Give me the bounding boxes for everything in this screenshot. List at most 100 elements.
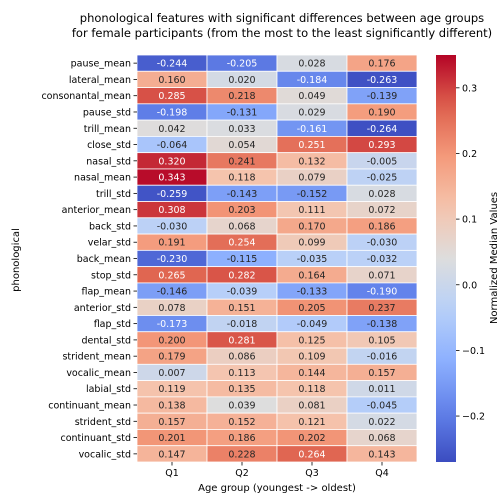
row-label: trill_std <box>96 189 131 200</box>
cell-value-label: -0.016 <box>367 352 398 363</box>
cell-value-label: 0.241 <box>228 156 255 167</box>
column-label: Q4 <box>375 468 389 479</box>
cell-value-label: 0.072 <box>368 205 395 216</box>
cell-value-label: 0.176 <box>368 59 395 70</box>
row-label: continuant_std <box>61 433 132 444</box>
row-label: nasal_mean <box>74 173 131 184</box>
cell-value-label: -0.173 <box>157 319 188 330</box>
cell-value-label: -0.143 <box>227 189 258 200</box>
cell-value-label: -0.133 <box>297 287 328 298</box>
row-label: anterior_std <box>74 303 131 314</box>
cell-value-label: 0.138 <box>158 401 185 412</box>
cell-value-label: 0.068 <box>228 221 255 232</box>
row-label: strident_mean <box>62 352 131 363</box>
cell-value-label: 0.125 <box>298 335 325 346</box>
column-labels: Q1 Q2 Q3 Q4 <box>165 462 389 479</box>
row-label: pause_mean <box>71 59 131 70</box>
colorbar-tick-label: −0.1 <box>462 346 485 357</box>
cell-value-label: 0.343 <box>158 173 185 184</box>
row-label: lateral_mean <box>69 75 131 86</box>
cell-value-label: 0.205 <box>298 303 325 314</box>
cell-value-label: 0.144 <box>298 368 325 379</box>
y-axis-label: phonological <box>11 228 22 292</box>
row-label: strident_std <box>75 417 131 428</box>
cell-value-label: -0.146 <box>157 287 188 298</box>
cell-value-label: -0.244 <box>157 59 188 70</box>
cell-value-label: 0.143 <box>368 449 395 460</box>
cell-value-label: -0.018 <box>227 319 258 330</box>
cell-value-label: 0.081 <box>298 401 325 412</box>
column-label: Q2 <box>235 468 249 479</box>
cell-value-label: 0.203 <box>228 205 255 216</box>
colorbar-tick-label: 0.1 <box>462 215 477 226</box>
cell-value-label: 0.054 <box>228 140 255 151</box>
cell-value-label: 0.079 <box>298 173 325 184</box>
cell-value-label: 0.086 <box>228 352 255 363</box>
cell-value-label: 0.111 <box>298 205 325 216</box>
colorbar-ticks: 0.3 0.2 0.1 0.0 −0.1 −0.2 <box>456 83 485 423</box>
cell-value-label: 0.190 <box>368 107 395 118</box>
cell-value-label: -0.138 <box>367 319 398 330</box>
row-label: nasal_std <box>86 156 131 167</box>
cell-value-label: -0.045 <box>367 401 398 412</box>
cell-value-label: -0.152 <box>297 189 328 200</box>
cell-value-label: 0.132 <box>298 156 325 167</box>
cell-value-label: 0.202 <box>298 433 325 444</box>
cell-value-label: 0.049 <box>298 91 325 102</box>
cell-value-label: -0.190 <box>367 287 398 298</box>
cell-value-label: 0.033 <box>228 124 255 135</box>
cell-value-label: -0.039 <box>227 287 258 298</box>
cell-value-label: -0.264 <box>367 124 398 135</box>
cell-value-label: 0.201 <box>158 433 185 444</box>
cell-value-label: -0.030 <box>157 221 188 232</box>
row-label: pause_std <box>83 107 131 118</box>
row-labels: pause_mean lateral_mean consonantal_meanpa… <box>41 59 137 460</box>
cell-value-label: -0.184 <box>297 75 328 86</box>
cell-value-label: 0.135 <box>228 384 255 395</box>
row-label: close_std <box>87 140 131 151</box>
cell-value-label: 0.109 <box>298 352 325 363</box>
cell-value-label: 0.118 <box>228 173 255 184</box>
cell-value-label: 0.164 <box>298 270 325 281</box>
row-label: flap_mean <box>81 287 131 298</box>
cell-value-label: 0.099 <box>298 238 325 249</box>
cell-value-label: 0.020 <box>228 75 255 86</box>
heatmap-cells: -0.244 -0.205 0.028 0.176 0.160 0.020 -0.184 -0… <box>136 54 418 463</box>
cell-value-label: 0.007 <box>158 368 185 379</box>
chart-title-line-2: for female participants (from the most t… <box>72 26 492 40</box>
cell-value-label: 0.151 <box>228 303 255 314</box>
cell-value-label: 0.293 <box>368 140 395 151</box>
cell-value-label: 0.251 <box>298 140 325 151</box>
cell-value-label: 0.028 <box>298 59 325 70</box>
colorbar-label: Normalized Median Values <box>489 192 500 324</box>
cell-value-label: 0.147 <box>158 449 185 460</box>
cell-value-label: 0.218 <box>228 91 255 102</box>
cell-value-label: 0.157 <box>368 368 395 379</box>
cell-value-label: 0.200 <box>158 335 185 346</box>
colorbar-tick-label: 0.3 <box>462 83 477 94</box>
cell-value-label: 0.265 <box>158 270 185 281</box>
cell-value-label: -0.035 <box>297 254 328 265</box>
row-label: dental_std <box>81 335 131 346</box>
cell-value-label: 0.281 <box>228 335 255 346</box>
cell-value-label: -0.205 <box>227 59 258 70</box>
cell-value-label: 0.237 <box>368 303 395 314</box>
cell-value-label: 0.157 <box>158 417 185 428</box>
row-label: flap_std <box>94 319 131 330</box>
cell-value-label: -0.064 <box>157 140 188 151</box>
cell-value-label: 0.022 <box>368 417 395 428</box>
row-label: vocalic_std <box>79 449 131 460</box>
cell-value-label: 0.152 <box>228 417 255 428</box>
cell-value-label: 0.160 <box>158 75 185 86</box>
row-label: trill_mean <box>84 124 131 135</box>
cell-value-label: 0.105 <box>368 335 395 346</box>
row-label: back_mean <box>77 254 131 265</box>
cell-value-label: 0.039 <box>228 401 255 412</box>
column-label: Q3 <box>305 468 319 479</box>
cell-value-label: 0.029 <box>298 107 325 118</box>
cell-value-label: 0.228 <box>228 449 255 460</box>
cell-value-label: -0.032 <box>367 254 398 265</box>
cell-value-label: 0.078 <box>158 303 185 314</box>
cell-value-label: -0.263 <box>367 75 398 86</box>
